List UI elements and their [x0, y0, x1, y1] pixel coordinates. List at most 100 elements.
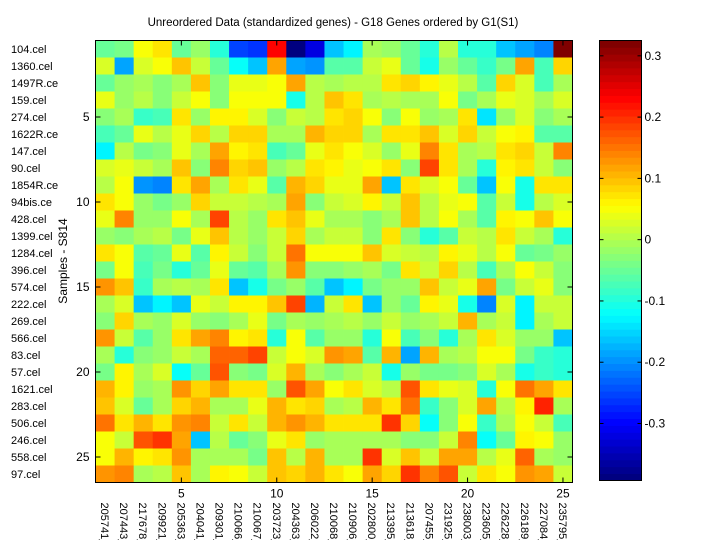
heatmap-cell [477, 142, 497, 160]
heatmap-cell [477, 431, 497, 449]
heatmap-cell [133, 125, 154, 143]
heatmap-cell [114, 295, 135, 313]
heatmap-cell [267, 227, 287, 245]
heatmap-cell [458, 312, 478, 330]
heatmap-cell [477, 227, 497, 245]
heatmap-cell [458, 193, 478, 211]
colorbar-frame [599, 40, 642, 481]
heatmap-cell [286, 278, 306, 296]
heatmap-cell [534, 40, 554, 58]
heatmap-cell [362, 74, 383, 92]
heatmap-cell [381, 142, 402, 160]
heatmap-cell [534, 244, 554, 262]
heatmap-cell [343, 431, 364, 449]
heatmap-cell [553, 295, 573, 313]
heatmap-cell [324, 159, 344, 177]
heatmap-cell [229, 193, 249, 211]
heatmap-cell [171, 329, 192, 347]
heatmap-cell [343, 363, 364, 381]
heatmap-cell [152, 431, 173, 449]
heatmap-cell [248, 312, 268, 330]
heatmap-cell [381, 176, 402, 194]
row-label: 246.cel [11, 435, 46, 447]
colorbar-swatch [599, 246, 642, 255]
heatmap-cell [171, 261, 192, 279]
row-label: 274.cel [11, 112, 46, 124]
heatmap-cell [496, 295, 516, 313]
heatmap-cell [400, 414, 421, 432]
column-label: 226228_ [499, 503, 511, 540]
heatmap-cell [534, 329, 554, 347]
heatmap-cell [152, 91, 173, 109]
heatmap-cell [305, 363, 325, 381]
heatmap-cell [133, 448, 154, 466]
heatmap-cell [458, 346, 478, 364]
heatmap-cell [381, 448, 402, 466]
heatmap-cell [419, 363, 440, 381]
heatmap-cell [438, 312, 459, 330]
heatmap-cell [534, 91, 554, 109]
heatmap-cell [438, 363, 459, 381]
heatmap-cell [171, 108, 192, 126]
heatmap-cell [458, 210, 478, 228]
heatmap-cell [343, 465, 364, 483]
heatmap-cell [534, 312, 554, 330]
heatmap-cell [286, 465, 306, 483]
heatmap-cell [343, 261, 364, 279]
heatmap-cell [95, 193, 115, 211]
heatmap-cell [400, 278, 421, 296]
heatmap-cell [133, 329, 154, 347]
heatmap-cell [152, 227, 173, 245]
heatmap-cell [152, 74, 173, 92]
heatmap-cell [534, 397, 554, 415]
heatmap-cell [515, 261, 535, 279]
heatmap-cell [229, 227, 249, 245]
heatmap-cell [267, 142, 287, 160]
heatmap-cell [229, 244, 249, 262]
heatmap-cell [362, 261, 383, 279]
heatmap-cell [438, 278, 459, 296]
heatmap-cell [267, 57, 287, 75]
heatmap-cell [286, 40, 306, 58]
heatmap-cell [95, 40, 115, 58]
heatmap-cell [324, 244, 344, 262]
heatmap-cell [458, 397, 478, 415]
heatmap-cell [248, 40, 268, 58]
heatmap-cell [152, 244, 173, 262]
heatmap-cell [496, 414, 516, 432]
heatmap-cell [534, 380, 554, 398]
heatmap-cell [152, 40, 173, 58]
heatmap-cell [95, 380, 115, 398]
heatmap-cell [553, 363, 573, 381]
colorbar-swatch [599, 102, 642, 110]
heatmap-cell [248, 125, 268, 143]
colorbar-swatch [599, 363, 642, 371]
heatmap-cell [534, 227, 554, 245]
heatmap-cell [190, 227, 211, 245]
heatmap-cell [381, 159, 402, 177]
heatmap-cell [95, 329, 115, 347]
heatmap-cell [209, 431, 230, 449]
heatmap-cell [209, 244, 230, 262]
heatmap-cell [515, 448, 535, 466]
heatmap-cell [152, 465, 173, 483]
heatmap-cell [343, 176, 364, 194]
heatmap-cell [458, 329, 478, 347]
heatmap-cell [438, 397, 459, 415]
heatmap-cell [458, 261, 478, 279]
heatmap-cell [171, 176, 192, 194]
heatmap-cell [248, 74, 268, 92]
heatmap-cell [152, 125, 173, 143]
colorbar-swatch [599, 473, 642, 481]
heatmap-cell [496, 227, 516, 245]
heatmap-cell [286, 91, 306, 109]
heatmap-cell [381, 244, 402, 262]
heatmap-cell [458, 159, 478, 177]
heatmap-cell [381, 57, 402, 75]
colorbar-swatch [599, 136, 642, 145]
heatmap-cell [515, 278, 535, 296]
heatmap-cell [114, 312, 135, 330]
heatmap-cell [267, 312, 287, 330]
row-label: 428.cel [11, 214, 46, 226]
row-label: 83.cel [11, 350, 40, 362]
